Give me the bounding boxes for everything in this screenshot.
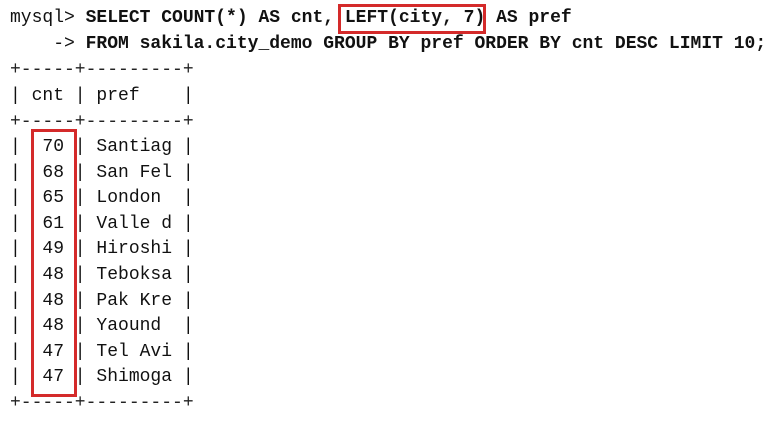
query-line-2: -> FROM sakila.city_demo GROUP BY pref O… (10, 32, 766, 58)
table-row: | 48 | Teboksa | (10, 265, 194, 285)
continuation-prompt: -> (10, 34, 75, 54)
table-border-mid: +-----+---------+ (10, 112, 194, 132)
table-border-bottom: +-----+---------+ (10, 393, 194, 413)
table-border-top: +-----+---------+ (10, 60, 194, 80)
query-text-1: SELECT COUNT(*) AS cnt, LEFT(city, 7) AS… (74, 8, 572, 28)
table-header: | cnt | pref | (10, 86, 194, 106)
mysql-prompt: mysql> (10, 8, 75, 28)
table-row: | 47 | Shimoga | (10, 367, 194, 388)
table-row: | 48 | Yaound | (10, 316, 194, 337)
table-row: | 68 | San Fel | (10, 162, 194, 183)
table-row: | 61 | Valle d | (10, 213, 194, 234)
table-row: | 49 | Hiroshi | (10, 239, 194, 260)
query-line-1: mysql> SELECT COUNT(*) AS cnt, LEFT(city… (10, 6, 572, 32)
table-row: | 70 | Santiag | (10, 137, 194, 157)
query-text-2: FROM sakila.city_demo GROUP BY pref ORDE… (74, 34, 767, 54)
table-row: | 65 | London | (10, 188, 194, 209)
table-row: | 48 | Pak Kre | (10, 290, 194, 311)
table-row: | 47 | Tel Avi | (10, 341, 194, 362)
